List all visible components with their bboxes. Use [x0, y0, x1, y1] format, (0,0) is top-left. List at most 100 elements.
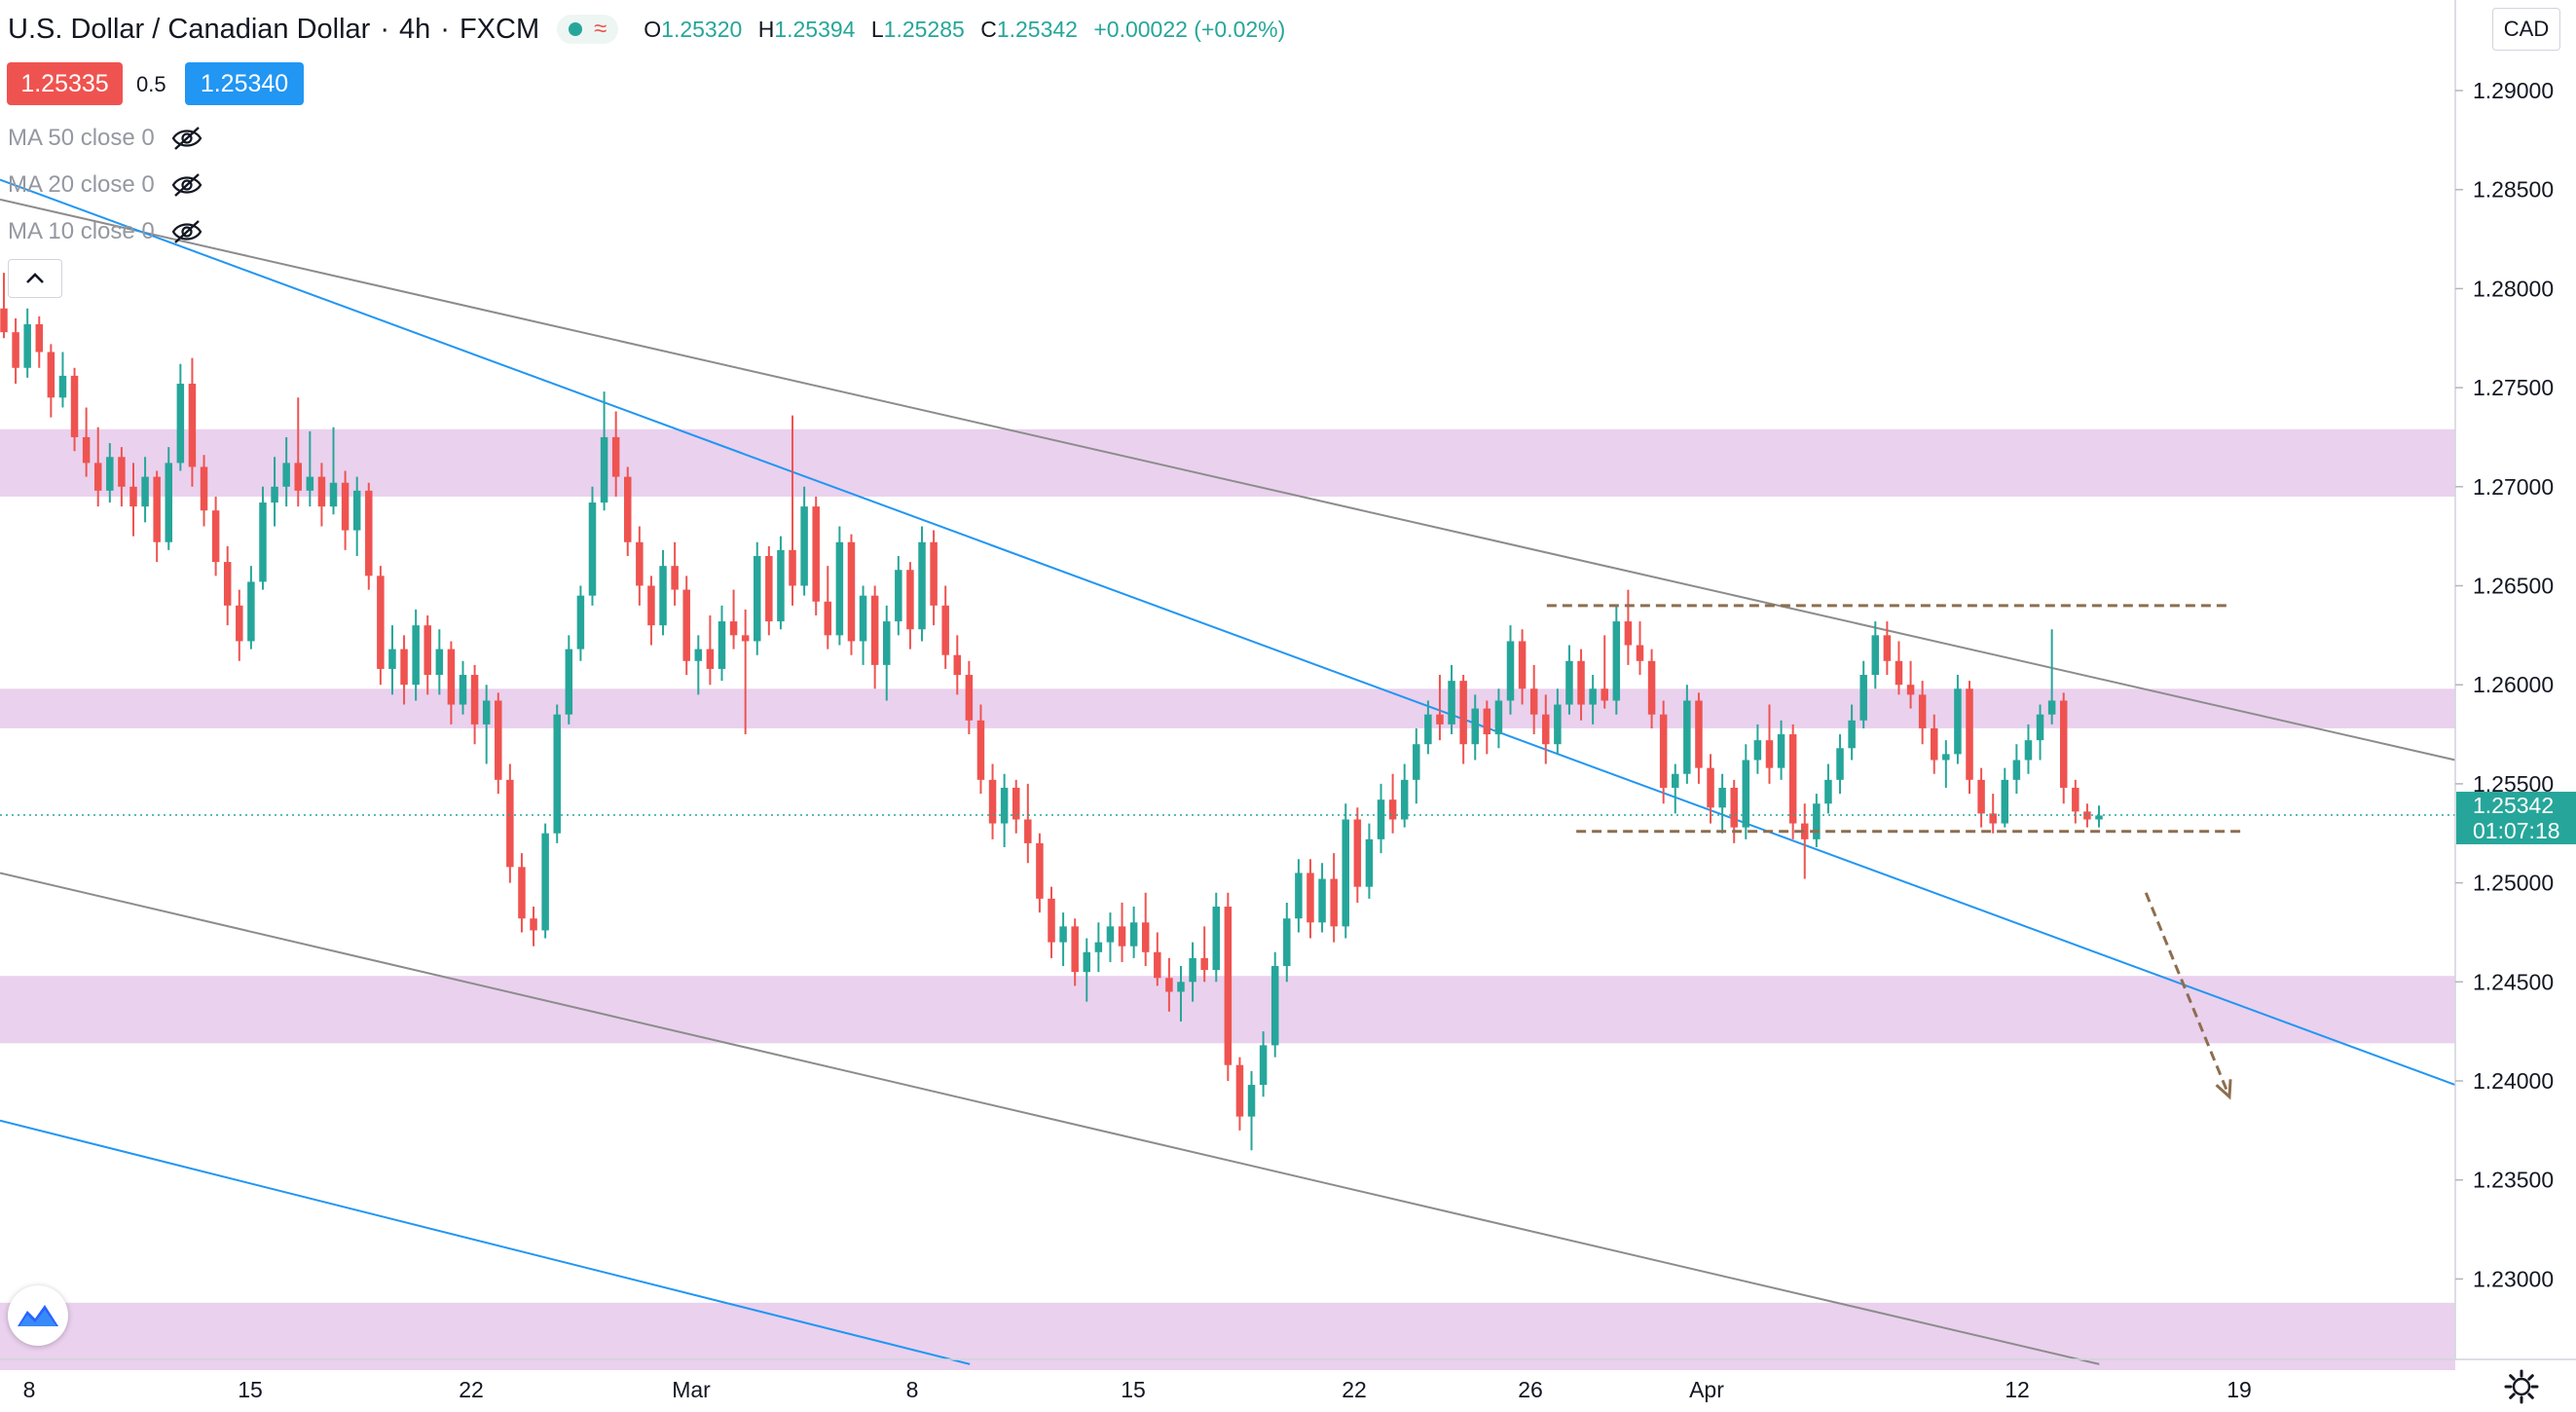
- candle: [236, 589, 243, 661]
- candle: [247, 566, 255, 650]
- candle: [754, 541, 761, 655]
- candle-body: [1377, 799, 1385, 839]
- eye-off-icon[interactable]: [170, 126, 203, 151]
- currency-button[interactable]: CAD: [2492, 8, 2560, 51]
- candle: [1094, 922, 1103, 973]
- trendline: [0, 872, 2100, 1365]
- eye-off-icon[interactable]: [170, 172, 203, 198]
- candle: [1071, 918, 1079, 986]
- candle-body: [1529, 688, 1538, 715]
- candle-body: [400, 649, 408, 686]
- candle-body: [259, 502, 267, 582]
- current-price-label-bg: [2456, 792, 2576, 845]
- candle-body: [765, 555, 773, 622]
- sell-button[interactable]: 1.25335: [7, 62, 123, 105]
- candle: [870, 585, 879, 689]
- candle: [1059, 912, 1067, 967]
- candle-body: [1589, 688, 1597, 705]
- candle-body: [106, 457, 114, 491]
- candle: [1529, 664, 1538, 735]
- collapse-indicators-button[interactable]: [8, 259, 62, 298]
- candle-body: [2012, 760, 2021, 780]
- candle: [1824, 763, 1832, 814]
- candle: [1283, 902, 1291, 983]
- price-tick-label: 1.26500: [2473, 574, 2554, 599]
- candle-body: [271, 486, 278, 503]
- candle: [659, 549, 667, 636]
- candle-body: [941, 605, 949, 655]
- candle-body: [482, 700, 491, 725]
- candle: [1695, 692, 1703, 784]
- candle-body: [553, 714, 561, 834]
- candle-body: [1542, 714, 1550, 745]
- candle-body: [671, 566, 679, 590]
- candle: [341, 470, 350, 550]
- candle-body: [506, 779, 514, 868]
- candle-body: [859, 595, 867, 642]
- candle-body: [1954, 688, 1962, 755]
- buy-button[interactable]: 1.25340: [185, 62, 304, 105]
- candle: [1647, 649, 1656, 728]
- candle: [153, 470, 161, 563]
- candle: [718, 605, 726, 682]
- candle: [2095, 805, 2103, 828]
- candle: [1353, 807, 1362, 903]
- candle-body: [341, 482, 350, 531]
- candle-body: [365, 490, 373, 576]
- price-tick-label: 1.28000: [2473, 276, 2554, 301]
- candle-body: [530, 918, 537, 931]
- trendlines-layer: [0, 178, 2456, 1365]
- candle-body: [1801, 823, 1809, 839]
- indicator-ma50[interactable]: MA 50 close 0: [8, 119, 203, 158]
- price-tick-label: 1.25000: [2473, 871, 2554, 896]
- time-tick-label: 22: [459, 1377, 484, 1402]
- candle: [1224, 892, 1233, 1081]
- candle: [777, 536, 785, 630]
- candle-body: [1895, 660, 1903, 686]
- candle: [671, 541, 679, 606]
- ohlc-low: 1.25285: [883, 16, 965, 42]
- candle: [1624, 589, 1633, 665]
- candle-body: [435, 649, 444, 676]
- candle-body: [1365, 838, 1374, 887]
- ohlc-close: 1.25342: [996, 16, 1078, 42]
- candle-body: [1930, 727, 1938, 761]
- indicator-ma10[interactable]: MA 10 close 0: [8, 212, 203, 251]
- candle-body: [1647, 660, 1656, 715]
- gear-icon[interactable]: [2502, 1367, 2541, 1406]
- candle-body: [70, 375, 79, 437]
- candle-body: [789, 549, 796, 586]
- candle-body: [23, 324, 31, 368]
- candle: [988, 763, 997, 839]
- candle-body: [1718, 787, 1726, 808]
- indicator-ma20[interactable]: MA 20 close 0: [8, 166, 203, 204]
- candle-body: [1177, 982, 1185, 992]
- candle-body: [1813, 803, 1821, 839]
- support-resistance-zone: [0, 428, 2455, 497]
- candle: [706, 615, 715, 686]
- candle-body: [1036, 842, 1044, 899]
- candle-body: [1071, 926, 1079, 973]
- eye-off-icon[interactable]: [170, 219, 203, 244]
- candle-body: [918, 541, 926, 630]
- candle: [1554, 688, 1562, 755]
- candle: [211, 496, 220, 576]
- candle-body: [895, 570, 902, 622]
- candle: [518, 853, 526, 933]
- symbol-name[interactable]: U.S. Dollar / Canadian Dollar: [8, 13, 371, 45]
- candle: [611, 411, 620, 497]
- candle: [1883, 621, 1892, 676]
- candle: [506, 763, 514, 883]
- candle: [976, 704, 985, 795]
- interval-label[interactable]: 4h: [399, 13, 431, 45]
- candle-body: [812, 506, 820, 602]
- tradingview-logo-icon[interactable]: [8, 1285, 68, 1346]
- candle-body: [176, 384, 185, 464]
- candle: [1659, 700, 1668, 804]
- candle: [1129, 907, 1138, 958]
- countdown-label: 01:07:18: [2473, 818, 2560, 843]
- candle-body: [777, 549, 785, 622]
- candle-body: [470, 675, 479, 725]
- market-status[interactable]: ≈: [557, 15, 619, 44]
